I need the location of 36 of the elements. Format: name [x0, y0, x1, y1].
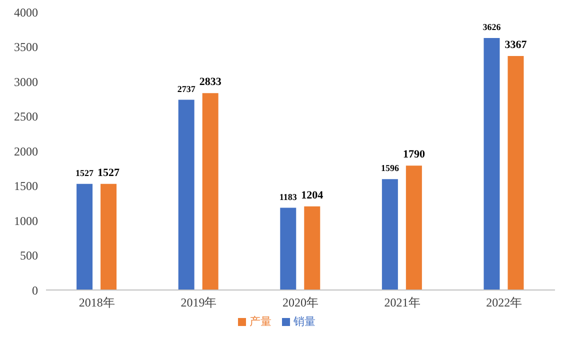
bar	[484, 38, 500, 290]
data-label: 1183	[279, 192, 298, 202]
x-tick-label: 2018年	[78, 296, 115, 310]
y-tick-label: 1000	[14, 214, 38, 228]
y-tick-label: 2000	[14, 144, 38, 158]
bar	[100, 184, 117, 290]
y-tick-label: 3500	[14, 40, 38, 54]
data-label: 2833	[199, 76, 222, 88]
x-tick-label: 2022年	[486, 296, 522, 310]
bar	[178, 100, 194, 290]
y-tick-label: 500	[20, 248, 38, 263]
y-tick-label: 1500	[14, 179, 38, 194]
x-tick-label: 2021年	[384, 296, 420, 310]
legend-label: 产量	[250, 316, 272, 328]
y-tick-label: 0	[32, 283, 38, 298]
bar	[406, 166, 422, 290]
data-label: 2737	[177, 84, 196, 94]
bar	[76, 184, 93, 290]
legend-label: 销量	[294, 316, 316, 328]
data-label: 3626	[482, 22, 502, 32]
x-tick-label: 2019年	[180, 296, 217, 310]
bar	[304, 206, 320, 290]
y-tick-label: 4000	[14, 5, 38, 20]
data-label: 1527	[98, 166, 120, 179]
y-tick-label: 2500	[14, 110, 38, 124]
bar	[202, 93, 218, 290]
data-label: 1204	[301, 189, 324, 202]
bar	[508, 56, 524, 290]
data-label: 1790	[402, 148, 426, 161]
data-label: 1527	[76, 168, 94, 178]
bar	[382, 179, 398, 290]
bar	[280, 208, 296, 290]
y-tick-label: 3000	[14, 74, 38, 89]
data-label: 3367	[504, 38, 528, 51]
data-label: 1596	[380, 163, 400, 174]
x-tick-label: 2020年	[282, 296, 318, 310]
